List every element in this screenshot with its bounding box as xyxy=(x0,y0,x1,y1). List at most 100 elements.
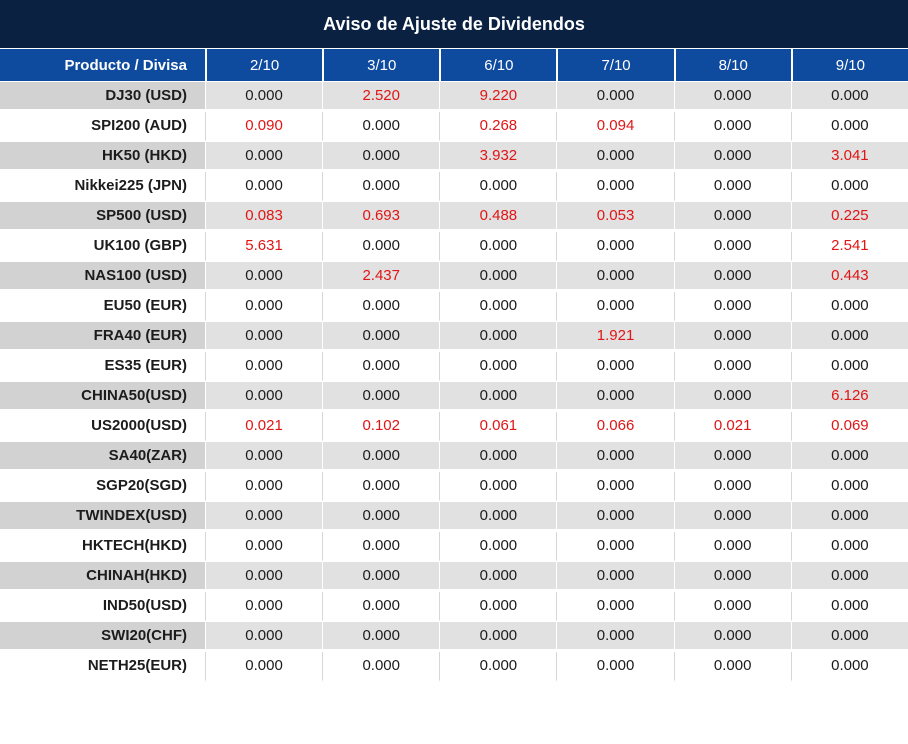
value-cell: 0.000 xyxy=(205,652,323,682)
table-row: UK100 (GBP) 5.631 0.000 0.000 0.000 0.00… xyxy=(0,232,908,262)
product-cell: US2000(USD) xyxy=(0,412,205,442)
value-cell: 0.000 xyxy=(790,442,908,472)
value-cell: 0.000 xyxy=(790,292,908,322)
product-cell: ES35 (EUR) xyxy=(0,352,205,382)
product-cell: SGP20(SGD) xyxy=(0,472,205,502)
value-cell: 0.000 xyxy=(322,172,440,202)
value-cell: 3.041 xyxy=(790,142,908,172)
value-cell: 0.000 xyxy=(205,382,323,412)
column-header-date-5: 8/10 xyxy=(673,49,791,82)
table-row: SA40(ZAR) 0.000 0.000 0.000 0.000 0.000 … xyxy=(0,442,908,472)
table-row: Nikkei225 (JPN) 0.000 0.000 0.000 0.000 … xyxy=(0,172,908,202)
value-cell: 0.083 xyxy=(205,202,323,232)
value-cell: 0.225 xyxy=(790,202,908,232)
value-cell: 0.000 xyxy=(556,442,674,472)
product-cell: CHINA50(USD) xyxy=(0,382,205,412)
table-body: DJ30 (USD) 0.000 2.520 9.220 0.000 0.000… xyxy=(0,82,908,682)
value-cell: 0.000 xyxy=(556,292,674,322)
value-cell: 0.000 xyxy=(205,592,323,622)
value-cell: 0.000 xyxy=(673,622,791,652)
value-cell: 0.000 xyxy=(439,592,557,622)
product-cell: EU50 (EUR) xyxy=(0,292,205,322)
value-cell: 0.000 xyxy=(322,622,440,652)
value-cell: 0.000 xyxy=(556,502,674,532)
value-cell: 0.000 xyxy=(556,232,674,262)
table-row: CHINA50(USD) 0.000 0.000 0.000 0.000 0.0… xyxy=(0,382,908,412)
value-cell: 0.000 xyxy=(322,292,440,322)
value-cell: 0.021 xyxy=(673,412,791,442)
product-cell: DJ30 (USD) xyxy=(0,82,205,112)
value-cell: 0.000 xyxy=(322,382,440,412)
value-cell: 9.220 xyxy=(439,82,557,112)
product-cell: IND50(USD) xyxy=(0,592,205,622)
table-row: DJ30 (USD) 0.000 2.520 9.220 0.000 0.000… xyxy=(0,82,908,112)
value-cell: 0.000 xyxy=(322,352,440,382)
value-cell: 0.000 xyxy=(673,502,791,532)
value-cell: 0.000 xyxy=(322,562,440,592)
table-row: FRA40 (EUR) 0.000 0.000 0.000 1.921 0.00… xyxy=(0,322,908,352)
value-cell: 0.000 xyxy=(205,442,323,472)
value-cell: 0.000 xyxy=(322,442,440,472)
value-cell: 0.000 xyxy=(205,472,323,502)
value-cell: 0.000 xyxy=(439,322,557,352)
column-header-product: Producto / Divisa xyxy=(0,49,205,82)
value-cell: 0.000 xyxy=(556,142,674,172)
value-cell: 0.000 xyxy=(205,172,323,202)
value-cell: 0.000 xyxy=(790,592,908,622)
value-cell: 0.000 xyxy=(322,532,440,562)
table-row: SPI200 (AUD) 0.090 0.000 0.268 0.094 0.0… xyxy=(0,112,908,142)
value-cell: 0.000 xyxy=(205,322,323,352)
value-cell: 0.000 xyxy=(439,232,557,262)
value-cell: 0.000 xyxy=(790,322,908,352)
value-cell: 0.000 xyxy=(556,592,674,622)
value-cell: 0.000 xyxy=(556,622,674,652)
table-row: US2000(USD) 0.021 0.102 0.061 0.066 0.02… xyxy=(0,412,908,442)
product-cell: HKTECH(HKD) xyxy=(0,532,205,562)
value-cell: 0.000 xyxy=(556,652,674,682)
value-cell: 0.000 xyxy=(439,352,557,382)
value-cell: 0.000 xyxy=(556,382,674,412)
value-cell: 0.000 xyxy=(322,112,440,142)
value-cell: 0.000 xyxy=(205,502,323,532)
table-row: HKTECH(HKD) 0.000 0.000 0.000 0.000 0.00… xyxy=(0,532,908,562)
value-cell: 0.021 xyxy=(205,412,323,442)
value-cell: 0.000 xyxy=(673,592,791,622)
value-cell: 0.000 xyxy=(673,82,791,112)
value-cell: 0.000 xyxy=(790,622,908,652)
value-cell: 0.000 xyxy=(673,202,791,232)
product-cell: SWI20(CHF) xyxy=(0,622,205,652)
value-cell: 0.000 xyxy=(673,232,791,262)
value-cell: 0.094 xyxy=(556,112,674,142)
value-cell: 0.090 xyxy=(205,112,323,142)
value-cell: 0.488 xyxy=(439,202,557,232)
value-cell: 0.000 xyxy=(790,562,908,592)
table-row: TWINDEX(USD) 0.000 0.000 0.000 0.000 0.0… xyxy=(0,502,908,532)
value-cell: 0.000 xyxy=(439,472,557,502)
header-row: Producto / Divisa 2/10 3/10 6/10 7/10 8/… xyxy=(0,49,908,82)
product-cell: UK100 (GBP) xyxy=(0,232,205,262)
value-cell: 0.000 xyxy=(322,232,440,262)
value-cell: 0.000 xyxy=(673,142,791,172)
value-cell: 0.000 xyxy=(673,532,791,562)
value-cell: 0.000 xyxy=(556,352,674,382)
dividend-adjustment-table: Producto / Divisa 2/10 3/10 6/10 7/10 8/… xyxy=(0,49,908,682)
value-cell: 0.000 xyxy=(439,262,557,292)
value-cell: 0.000 xyxy=(673,112,791,142)
table-row: ES35 (EUR) 0.000 0.000 0.000 0.000 0.000… xyxy=(0,352,908,382)
product-cell: NAS100 (USD) xyxy=(0,262,205,292)
value-cell: 0.000 xyxy=(439,562,557,592)
product-cell: FRA40 (EUR) xyxy=(0,322,205,352)
value-cell: 5.631 xyxy=(205,232,323,262)
value-cell: 0.000 xyxy=(556,532,674,562)
value-cell: 0.000 xyxy=(673,382,791,412)
value-cell: 0.000 xyxy=(322,652,440,682)
value-cell: 0.000 xyxy=(556,472,674,502)
table-row: SGP20(SGD) 0.000 0.000 0.000 0.000 0.000… xyxy=(0,472,908,502)
product-cell: HK50 (HKD) xyxy=(0,142,205,172)
value-cell: 0.000 xyxy=(205,292,323,322)
value-cell: 0.000 xyxy=(556,262,674,292)
value-cell: 0.443 xyxy=(790,262,908,292)
value-cell: 0.066 xyxy=(556,412,674,442)
value-cell: 0.000 xyxy=(673,442,791,472)
table-row: NAS100 (USD) 0.000 2.437 0.000 0.000 0.0… xyxy=(0,262,908,292)
